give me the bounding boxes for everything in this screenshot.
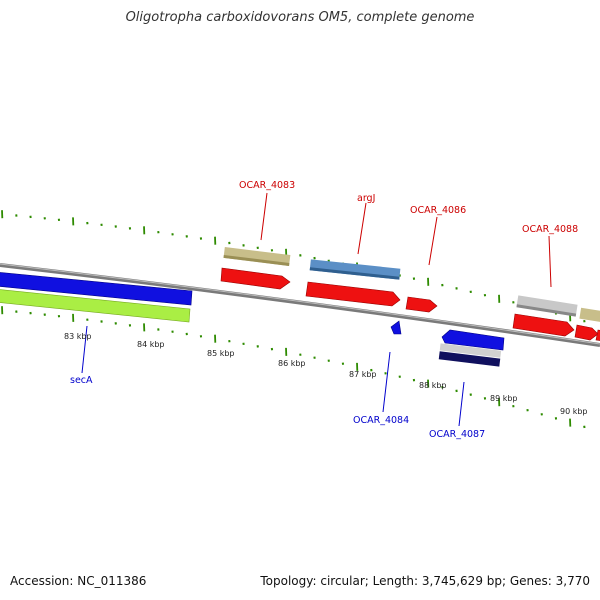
gene-arrow-ocar-4088[interactable] [512,313,575,337]
gene-feature-lime[interactable] [0,289,191,323]
label-argj: argJ [357,193,375,204]
leader-ocar-4083 [260,192,268,241]
gene-arrow-ocar-4083[interactable] [220,267,291,290]
tick-label-86: 86 kbp [278,359,306,368]
label-ocar-4084: OCAR_4084 [353,415,409,426]
inner-tick-marks [1,306,586,429]
genome-backbone-highlight [0,263,600,345]
gene-arrow-red-edge[interactable] [574,324,600,342]
tick-label-87: 87 kbp [349,370,377,379]
gene-feature-grey[interactable] [516,295,578,317]
leader-ocar-4087 [458,381,465,427]
label-ocar-4087: OCAR_4087 [429,429,485,440]
leader-seca [81,325,88,374]
tick-label-89: 89 kbp [490,394,518,403]
tick-label-83: 83 kbp [64,332,92,341]
gene-arrow-seca[interactable] [0,272,193,306]
map-title: Oligotropha carboxidovorans OM5, complet… [125,10,475,25]
gene-feature-olive-1[interactable] [223,247,291,266]
gene-arrow-ocar-4087[interactable] [441,329,505,351]
gene-feature-olive-2[interactable] [579,307,600,324]
tick-label-85: 85 kbp [207,349,235,358]
gene-feature-navy[interactable] [438,351,501,367]
gene-feature-grey-small[interactable] [439,343,502,358]
label-ocar-4088: OCAR_4088 [522,224,578,235]
tick-label-90: 90 kbp [560,407,588,416]
gene-arrow-ocar-4084[interactable] [390,320,402,335]
leader-ocar-4084 [382,351,391,413]
genome-backbone [0,263,600,347]
tick-label-88: 88 kbp [419,381,447,390]
leader-argj [357,202,367,255]
genome-summary-text: Topology: circular; Length: 3,745,629 bp… [260,574,590,588]
gene-arrow-ocar-4086[interactable] [405,296,438,313]
tick-label-84: 84 kbp [137,340,165,349]
accession-text: Accession: NC_011386 [10,574,147,588]
leader-ocar-4086 [428,216,438,266]
leader-ocar-4088 [548,235,552,288]
label-ocar-4083: OCAR_4083 [239,180,295,191]
label-ocar-4086: OCAR_4086 [410,205,466,216]
gene-feature-steelblue[interactable] [309,259,401,280]
label-seca: secA [70,375,93,386]
gene-arrow-argj[interactable] [305,281,401,307]
